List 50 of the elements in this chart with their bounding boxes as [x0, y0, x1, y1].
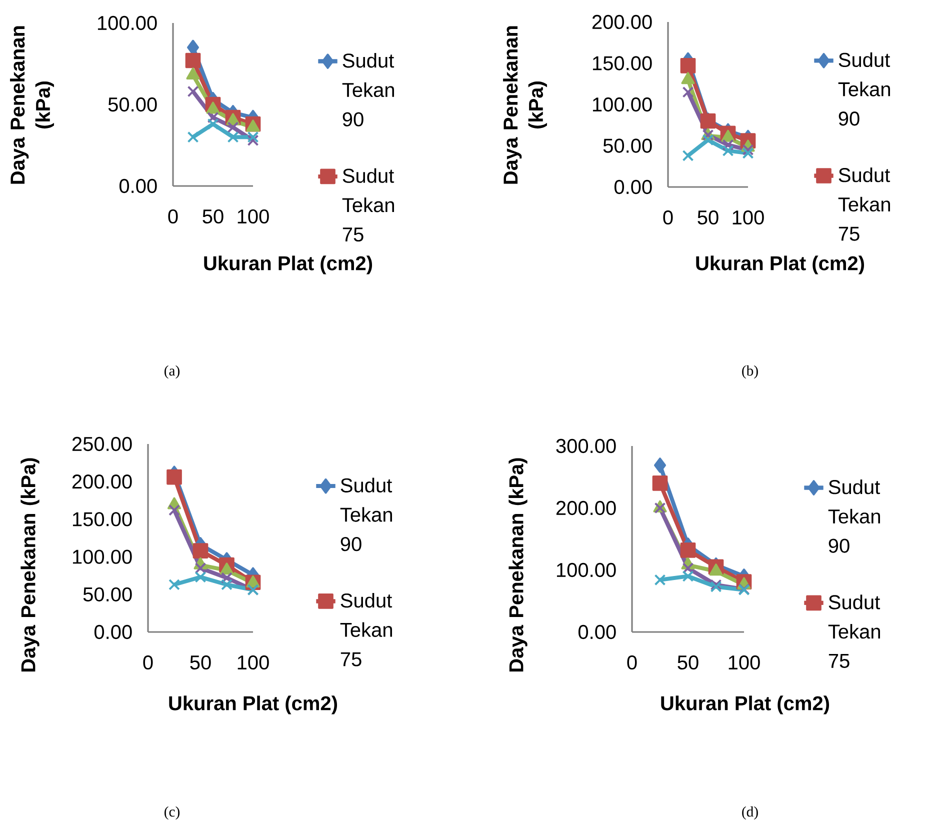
y-tick-label: 100.00 [592, 97, 652, 112]
y-tick-label: 50.00 [83, 587, 132, 602]
legend-label: Sudut Tekan 75 [828, 594, 880, 668]
legend-label: Sudut Tekan 90 [340, 478, 392, 552]
x-tick-label: 0 [627, 655, 637, 670]
text: (c) [164, 806, 180, 820]
y-tick-label: 0.00 [614, 180, 652, 194]
y-tick-label: 50.00 [603, 138, 652, 153]
x-axis-title: Ukuran Plat (cm2) [696, 256, 864, 274]
x-axis-title: Ukuran Plat (cm2) [204, 256, 372, 274]
y-tick-label: 50.00 [108, 97, 157, 112]
x-tick-label: 100 [728, 655, 760, 670]
y-tick-label: 200.00 [592, 14, 652, 30]
legend-label: Sudut Tekan 75 [342, 168, 394, 242]
x-tick-label: 100 [732, 210, 764, 225]
x-tick-label: 0 [168, 209, 178, 224]
y-axis-title: Daya Penekanan (kPa) [20, 458, 40, 672]
y-tick-label: 200.00 [556, 500, 616, 516]
legend-label: Sudut Tekan 90 [828, 480, 880, 553]
y-axis-title: Daya Penekanan (kPa) [10, 26, 54, 184]
text: (b) [742, 365, 758, 379]
x-axis-title: Ukuran Plat (cm2) [169, 696, 338, 714]
y-tick-label: 0.00 [119, 178, 157, 194]
x-tick-label: 50 [190, 655, 211, 670]
y-tick-label: 150.00 [72, 512, 132, 526]
x-tick-label: 50 [202, 209, 224, 224]
y-tick-label: 100.00 [72, 550, 132, 564]
y-tick-label: 250.00 [72, 436, 132, 452]
legend-label: Sudut Tekan 90 [838, 52, 890, 126]
y-axis-title: Daya Penekanan (kPa) [503, 26, 547, 184]
x-tick-label: 100 [238, 209, 269, 224]
x-tick-label: 100 [238, 655, 269, 670]
x-tick-label: 50 [698, 210, 718, 225]
legend-label: Sudut Tekan 90 [342, 53, 394, 126]
legend-label: Sudut Tekan 75 [340, 592, 392, 666]
text: (d) [742, 806, 758, 820]
y-tick-label: 100.00 [98, 16, 157, 30]
y-tick-label: 150.00 [592, 56, 652, 70]
y-tick-label: 0.00 [578, 624, 616, 640]
y-tick-label: 0.00 [94, 624, 132, 640]
y-axis-title: Daya Penekanan (kPa) [508, 458, 528, 672]
x-tick-label: 0 [663, 210, 673, 225]
legend-label: Sudut Tekan 75 [838, 168, 890, 241]
text: (a) [164, 365, 180, 379]
x-tick-label: 0 [143, 655, 153, 670]
y-tick-label: 300.00 [556, 438, 616, 454]
y-tick-label: 200.00 [72, 474, 132, 489]
y-tick-label: 100.00 [556, 562, 616, 578]
x-tick-label: 50 [678, 655, 698, 670]
x-axis-title: Ukuran Plat (cm2) [661, 696, 830, 714]
